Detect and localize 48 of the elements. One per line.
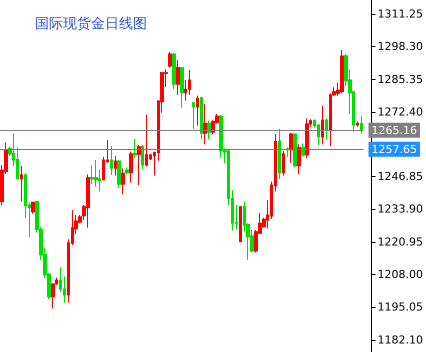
candlestick <box>192 101 195 130</box>
y-tick-label: 1195.05 <box>378 300 424 314</box>
candlestick <box>360 116 363 134</box>
y-tick-label: 1182.10 <box>378 333 424 346</box>
candlestick <box>137 144 141 186</box>
y-tick-label: 1311.25 <box>378 8 424 21</box>
candlestick <box>356 121 359 128</box>
candlestick <box>110 146 113 176</box>
y-tick-label: 1246.85 <box>378 170 424 184</box>
candlestick <box>129 151 133 184</box>
y-tick-label: 1298.30 <box>378 40 424 54</box>
candlestick <box>86 174 90 228</box>
candlestick <box>125 167 129 175</box>
candlestick <box>172 52 176 90</box>
candlestick <box>325 118 328 141</box>
candlestick <box>293 132 297 168</box>
candlestick <box>278 128 281 180</box>
y-tick-label: 1208.00 <box>378 268 424 282</box>
y-tick-label: 1272.40 <box>378 106 424 119</box>
y-tick-label: 1285.35 <box>378 72 424 86</box>
candlestick <box>200 96 203 140</box>
candlestick <box>121 168 125 195</box>
candlestick <box>196 95 199 126</box>
candlestick <box>117 159 121 188</box>
candlestick <box>145 114 148 168</box>
candlestick <box>141 144 144 170</box>
y-tick-label: 1220.95 <box>378 235 424 248</box>
candlestick <box>94 159 98 188</box>
candlestick <box>176 60 180 96</box>
candlestick <box>340 49 344 94</box>
candlestick <box>114 155 117 176</box>
ref-line-label: 1265.16 <box>372 124 418 137</box>
candlestick <box>133 138 137 159</box>
text: 国际现货金日线图 <box>35 16 147 32</box>
candlestick <box>317 124 320 146</box>
candlestick <box>321 105 324 145</box>
candlestick <box>297 144 301 175</box>
y-tick-label: 1233.90 <box>378 202 424 216</box>
candlestick <box>180 67 184 108</box>
candlestick <box>289 132 293 164</box>
candlestick <box>305 118 309 159</box>
candlestick <box>31 201 35 214</box>
candlestick <box>282 150 285 176</box>
candlestick <box>20 166 23 202</box>
candlestick <box>168 51 172 68</box>
candlestick <box>203 104 207 145</box>
ref-line-label: 1257.65 <box>372 142 418 156</box>
candlestick <box>239 206 242 243</box>
